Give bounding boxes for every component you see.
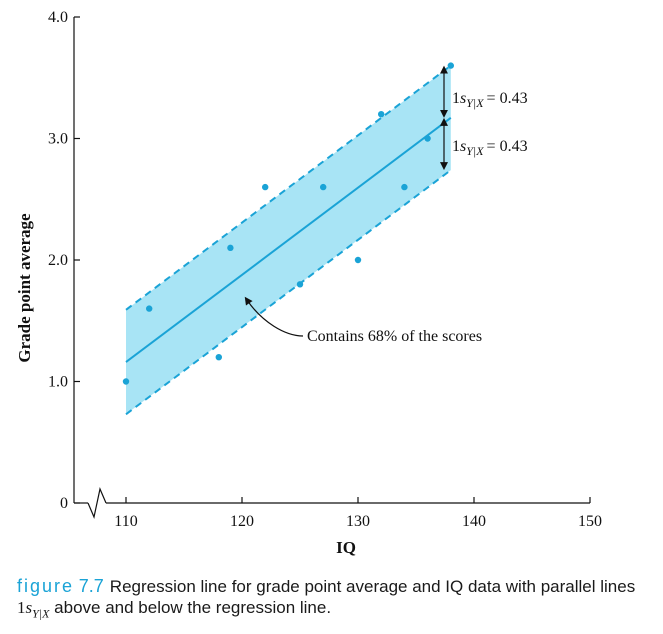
y-tick-label: 2.0 [48,252,68,269]
figure-caption: figure 7.7 Regression line for grade poin… [17,576,657,624]
data-point [215,354,222,361]
data-point [296,281,304,288]
data-point [354,256,362,264]
x-axis-title: IQ [336,538,356,557]
regression-chart: 0 1.0 2.0 3.0 4.0 110 120 130 140 150 IQ Grade poin… [15,9,602,557]
caption-math-symbol: s [25,598,33,617]
lower-band-line [125,169,452,416]
data-point [262,183,269,191]
caption-math-subscript: Y|X [32,606,50,621]
caption-text-before: Regression line for grade point average … [109,577,636,596]
data-point [320,183,327,191]
data-point [378,111,385,118]
caption-math: 1sY|X [17,598,50,621]
band-annotation-arrow [244,296,304,337]
annotation-layer: 1sY|X = 0.43 1sY|X = 0.43 Contains 68% of th… [244,65,528,345]
data-point [447,62,454,69]
caption-math-prefix: 1 [17,598,26,617]
y-tick-label: 3.0 [48,131,68,148]
confidence-band-layer [125,64,452,416]
caption-figure-number: 7.7 [78,576,104,596]
upper-sd-label: 1sY|X = 0.43 [452,90,528,110]
x-tick-label: 130 [346,513,370,530]
data-point [424,135,431,142]
x-tick-label: 150 [578,513,602,530]
x-tick-label: 120 [230,513,254,530]
band-annotation-label: Contains 68% of the scores [307,328,482,345]
x-axis-break-mark [87,487,107,519]
data-point [122,378,130,385]
axes-layer: 0 1.0 2.0 3.0 4.0 110 120 130 140 150 IQ Grade poin… [15,9,602,557]
data-point [227,244,234,252]
y-tick-label: 4.0 [48,9,68,26]
caption-figure-word: figure [17,576,75,596]
x-tick-label: 140 [462,513,486,530]
y-tick-label: 1.0 [48,374,68,391]
y-axis-title: Grade point average [15,213,34,363]
data-point [401,183,408,191]
caption-text-after: above and below the regression line. [49,598,332,617]
x-tick-label: 110 [114,513,137,530]
upper-band-line [125,64,452,311]
lower-sd-label: 1sY|X = 0.43 [452,138,528,158]
data-point [146,305,153,312]
y-tick-label: 0 [60,495,68,512]
points-layer [122,62,454,385]
regression-line [125,117,452,363]
